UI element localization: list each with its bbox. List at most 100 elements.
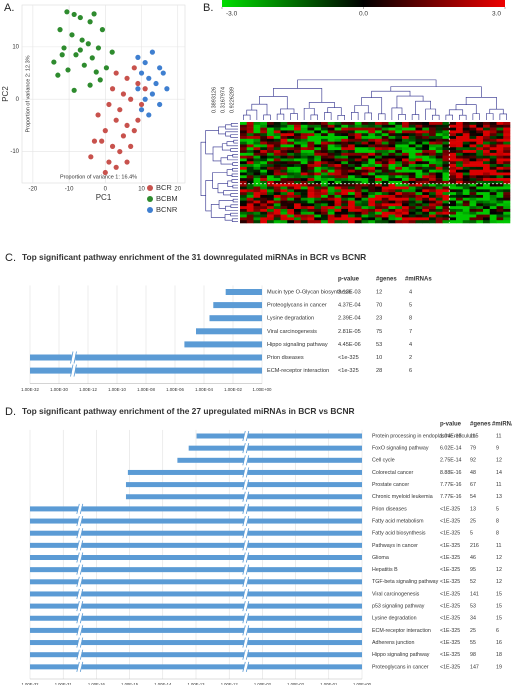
heatmap-cell <box>462 152 470 156</box>
heatmap-cell <box>348 211 356 215</box>
heatmap-cell <box>381 161 389 165</box>
data-point <box>65 67 71 73</box>
heatmap-cell <box>456 200 464 204</box>
heatmap-cell <box>456 197 464 201</box>
heatmap-cell <box>246 152 254 156</box>
heatmap-cell <box>429 203 437 207</box>
data-point <box>120 91 127 97</box>
heatmap-cell <box>280 155 288 159</box>
heatmap-cell <box>503 194 511 199</box>
axis-break-line <box>76 564 80 575</box>
heatmap-cell <box>361 133 369 137</box>
p-value: <1E-325 <box>440 531 460 537</box>
heatmap-cell <box>273 180 281 185</box>
heatmap-cell <box>435 206 443 210</box>
heatmap-cell <box>240 158 248 162</box>
heatmap-cell <box>429 220 437 224</box>
heatmap-cell <box>348 178 356 182</box>
heatmap-cell <box>429 189 437 193</box>
axis-break <box>76 601 84 612</box>
heatmap-cell <box>361 161 369 165</box>
legend-marker <box>147 185 153 191</box>
data-point <box>71 87 77 93</box>
heatmap-cell <box>408 220 416 224</box>
axis-break <box>242 515 250 527</box>
heatmap-cell <box>462 203 470 207</box>
legend-marker <box>147 207 153 213</box>
heatmap-cell <box>240 192 248 196</box>
heatmap-cell <box>341 208 349 213</box>
heatmap-cell <box>449 220 457 224</box>
heatmap-cell <box>354 186 362 190</box>
heatmap-cell <box>348 192 356 196</box>
p-value: 4.37E-04 <box>338 303 361 309</box>
axis-break <box>76 515 84 527</box>
p-value: 2.75E-14 <box>440 458 462 464</box>
heatmap-cell <box>321 133 329 137</box>
heatmap-cell <box>307 138 315 142</box>
x-tick-label: 1.00E-12 <box>79 387 97 392</box>
heatmap-cell <box>429 150 437 154</box>
p-value: 7.77E-16 <box>440 494 462 500</box>
axis-break-line <box>76 576 80 587</box>
heatmap-cell <box>246 141 254 145</box>
heatmap-cell <box>294 194 302 199</box>
heatmap-cell <box>483 169 491 173</box>
heatmap-cell <box>240 136 248 140</box>
heatmap-cell <box>287 192 295 196</box>
heatmap-cell <box>354 214 362 218</box>
heatmap-cell <box>442 172 450 176</box>
heatmap-cell <box>402 206 410 210</box>
heatmap-cell <box>469 186 477 190</box>
heatmap-cell <box>395 122 403 126</box>
heatmap-cell <box>388 150 396 154</box>
heatmap-cell <box>300 141 308 145</box>
data-point <box>138 70 145 76</box>
heatmap-cell <box>348 150 356 154</box>
heatmap-cell <box>415 136 423 140</box>
heatmap-cell <box>408 214 416 218</box>
axis-break-line <box>245 503 250 514</box>
heatmap-cell <box>246 155 254 159</box>
heatmap-cell <box>273 124 281 128</box>
heatmap-cell <box>483 158 491 162</box>
dendrogram-branch <box>415 100 431 115</box>
heatmap-cell <box>435 138 443 142</box>
heatmap-cell <box>280 214 288 218</box>
dendrogram-branch <box>472 113 480 120</box>
heatmap-cell <box>496 197 504 201</box>
heatmap-cell <box>280 152 288 156</box>
axis-break <box>76 625 84 636</box>
heatmap-cell <box>267 166 275 170</box>
heatmap-cell <box>240 186 248 190</box>
dendrogram-branch <box>223 190 238 196</box>
heatmap-cell <box>395 206 403 210</box>
heatmap-cell <box>253 217 261 221</box>
heatmap-cell <box>354 189 362 193</box>
heatmap-cell <box>246 169 254 173</box>
heatmap-cell <box>483 172 491 176</box>
category-label: Pathways in cancer <box>372 543 418 549</box>
dendrogram-branch <box>303 107 315 120</box>
heatmap-cell <box>260 211 268 215</box>
bar <box>30 640 362 646</box>
heatmap-cell <box>442 192 450 196</box>
heatmap-cell <box>442 127 450 131</box>
axis-break-line <box>79 637 84 648</box>
heatmap-cell <box>476 192 484 196</box>
heatmap-cell <box>327 136 335 140</box>
heatmap-cell <box>456 133 464 137</box>
heatmap-cell <box>503 141 511 145</box>
heatmap-cell <box>267 192 275 196</box>
heatmap-cell <box>280 220 288 224</box>
heatmap-cell <box>267 147 275 151</box>
heatmap-cell <box>294 217 302 221</box>
heatmap-cell <box>334 164 342 168</box>
heatmap-cell <box>300 214 308 218</box>
heatmap-cell <box>321 122 329 126</box>
bar <box>30 627 362 633</box>
axis-break-line <box>242 613 246 624</box>
heatmap-cell <box>422 124 430 128</box>
axis-break-gap <box>244 637 248 648</box>
axis-break <box>242 588 250 600</box>
